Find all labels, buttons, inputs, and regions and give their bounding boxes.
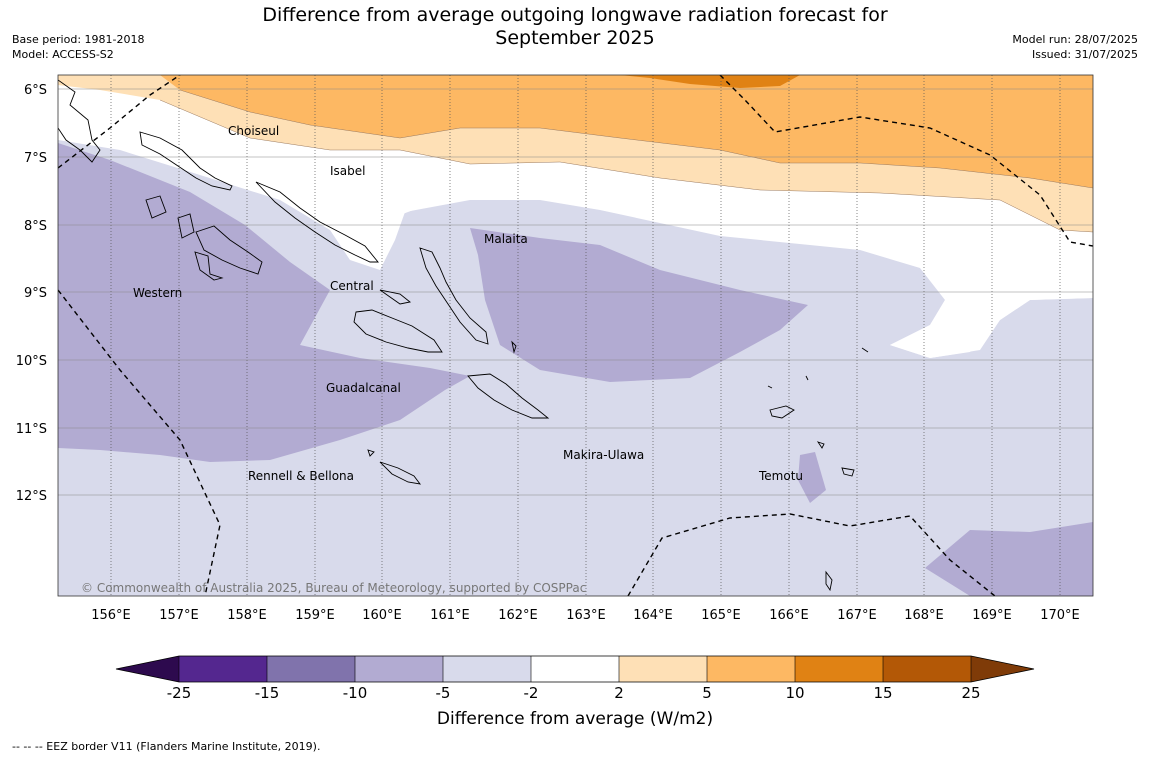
- map-frame: [57, 74, 1094, 597]
- colorbar-tick-label: -15: [254, 684, 280, 702]
- base-period: Base period: 1981-2018: [12, 33, 145, 46]
- colorbar-tick-label: -5: [435, 684, 451, 702]
- field-dark-orange: [620, 75, 800, 88]
- colorbar-tick-label: 2: [614, 684, 624, 702]
- lon-label: 157°E: [159, 608, 199, 623]
- province-label: Central: [330, 279, 374, 293]
- lon-label: 159°E: [295, 608, 335, 623]
- longitude-labels: 156°E 157°E 158°E 159°E 160°E 161°E 162°…: [91, 608, 1080, 623]
- lat-label: 8°S: [24, 219, 47, 234]
- new-georgia-group: [145, 195, 263, 281]
- lon-label: 164°E: [633, 608, 673, 623]
- eez-border: [58, 75, 1093, 596]
- lat-label: 7°S: [24, 151, 47, 166]
- florida-islands: [379, 289, 412, 305]
- colorbar-tick-label: 25: [961, 684, 981, 702]
- choiseul-island: [139, 131, 233, 191]
- isabel-island: [255, 181, 379, 263]
- colorbar-segment: [795, 656, 883, 682]
- colorbar-segment: [267, 656, 355, 682]
- field-lavender-southeast: [925, 522, 1093, 596]
- title-line-2: September 2025: [495, 27, 655, 49]
- chart-title: Difference from average outgoing longwav…: [230, 4, 920, 50]
- province-label: Isabel: [330, 164, 365, 178]
- colorbar: [115, 655, 1035, 683]
- rennell-island: [379, 461, 422, 485]
- province-label: Choiseul: [228, 124, 279, 138]
- province-label: Malaita: [484, 232, 528, 246]
- field-lavender-west: [58, 143, 470, 462]
- colorbar-tick-label: 15: [873, 684, 893, 702]
- meta-right: Model run: 28/07/2025 Issued: 31/07/2025: [1012, 32, 1138, 62]
- model-run: Model run: 28/07/2025: [1012, 33, 1138, 46]
- province-label: Western: [133, 286, 182, 300]
- bougainville-island: [58, 79, 101, 163]
- colorbar-segment: [883, 656, 971, 682]
- malaita-island: [419, 247, 489, 345]
- eez-footnote: -- -- -- EEZ border V11 (Flanders Marine…: [12, 740, 321, 753]
- lon-label: 168°E: [904, 608, 944, 623]
- meta-left: Base period: 1981-2018 Model: ACCESS-S2: [12, 32, 144, 62]
- province-label: Rennell & Bellona: [248, 469, 354, 483]
- coastlines: [58, 79, 869, 592]
- lon-label: 166°E: [769, 608, 809, 623]
- guadalcanal-island: [353, 309, 443, 353]
- colorbar-segment: [179, 656, 267, 682]
- small-islands: [767, 347, 869, 592]
- lon-label: 167°E: [837, 608, 877, 623]
- province-label: Makira-Ulawa: [563, 448, 644, 462]
- ulawa-island: [511, 340, 517, 354]
- colorbar-segment: [619, 656, 707, 682]
- contour-lines: [159, 89, 1093, 233]
- colorbar-segment: [443, 656, 531, 682]
- copyright-text: © Commonwealth of Australia 2025, Bureau…: [81, 581, 586, 595]
- colorbar-tick-label: 10: [785, 684, 805, 702]
- colorbar-extend-high: [971, 656, 1034, 682]
- utupua-island: [841, 467, 855, 477]
- colorbar-extend-low: [116, 656, 179, 682]
- lon-label: 170°E: [1040, 608, 1080, 623]
- colorbar-title: Difference from average (W/m2): [436, 709, 714, 729]
- latitude-labels: 6°S 7°S 8°S 9°S 10°S 11°S 12°S: [16, 83, 47, 504]
- colorbar-tick-label: -2: [523, 684, 539, 702]
- lon-label: 156°E: [91, 608, 131, 623]
- lat-label: 11°S: [16, 422, 47, 437]
- field-lavender-malaita: [470, 228, 808, 382]
- makira-island: [467, 373, 550, 419]
- lat-label: 6°S: [24, 83, 47, 98]
- lon-label: 169°E: [972, 608, 1012, 623]
- model-name: Model: ACCESS-S2: [12, 48, 114, 61]
- field-lavender-temotu: [798, 452, 826, 503]
- issued-date: Issued: 31/07/2025: [1031, 48, 1138, 61]
- title-line-1: Difference from average outgoing longwav…: [262, 4, 888, 26]
- colorbar-segment: [707, 656, 795, 682]
- province-label: Temotu: [758, 469, 803, 483]
- colorbar-tick-label: -10: [342, 684, 368, 702]
- lat-label: 12°S: [16, 489, 47, 504]
- province-label: Guadalcanal: [326, 381, 401, 395]
- lon-label: 162°E: [498, 608, 538, 623]
- map-fields: [58, 75, 1093, 596]
- colorbar-tick-label: 5: [702, 684, 712, 702]
- colorbar-segment: [355, 656, 443, 682]
- field-orange: [160, 75, 1093, 188]
- latitude-lines: [58, 88, 1093, 496]
- lon-label: 158°E: [227, 608, 267, 623]
- lon-label: 163°E: [566, 608, 606, 623]
- lon-label: 161°E: [430, 608, 470, 623]
- lat-label: 10°S: [16, 354, 47, 369]
- lat-label: 9°S: [24, 286, 47, 301]
- lon-label: 165°E: [701, 608, 741, 623]
- santa-cruz-island: [769, 405, 795, 419]
- colorbar-segment: [531, 656, 619, 682]
- bellona-island: [367, 449, 375, 457]
- province-labels: Choiseul Isabel Malaita Western Central …: [133, 124, 803, 483]
- lon-label: 160°E: [362, 608, 402, 623]
- colorbar-tick-label: -25: [166, 684, 192, 702]
